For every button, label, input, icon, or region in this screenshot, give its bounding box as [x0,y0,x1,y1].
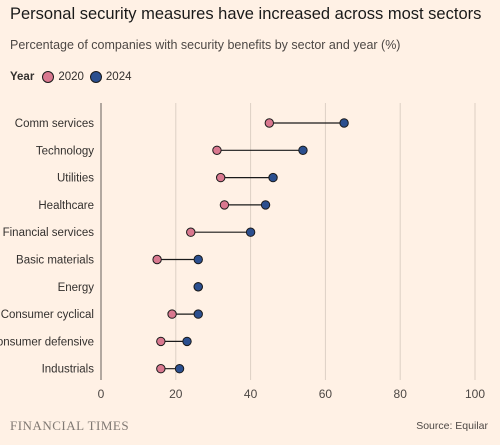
legend-title: Year [10,71,35,83]
point-2024-technology [298,145,308,156]
point-2020-industrials [156,364,166,374]
point-2024-consumer-cyclical [193,309,203,319]
legend-label-2024: 2024 [105,71,132,83]
category-label-industrials: Industrials [42,364,95,376]
point-2020-financial-services [186,227,196,237]
chart-subtitle: Percentage of companies with security be… [10,38,401,52]
category-label-utilities: Utilities [57,173,94,185]
category-label-financial-services: Financial services [3,227,95,239]
category-label-healthcare: Healthcare [38,200,94,212]
x-tick-label-0: 0 [98,387,105,401]
point-2020-consumer-defensive [156,336,166,347]
point-2024-industrials [174,364,185,374]
legend-item-2020: 2020 [42,71,84,83]
legend-swatch-2024 [89,71,102,83]
legend: Year 2020 2024 [10,71,138,83]
point-2020-technology [212,145,222,156]
point-2024-consumer-defensive [182,336,192,347]
ft-brand: FINANCIAL TIMES [10,418,130,433]
point-2024-financial-services [245,227,256,237]
chart-title: Personal security measures have increase… [10,5,482,23]
category-label-technology: Technology [36,145,94,157]
point-2020-consumer-cyclical [167,309,177,319]
point-2020-comm-services [264,118,274,128]
point-2020-basic-materials [152,254,162,265]
category-label-consumer-defensive: Consumer defensive [0,336,94,348]
x-tick-label-80: 80 [394,387,408,401]
point-2024-utilities [268,172,278,183]
x-tick-label-60: 60 [319,387,333,401]
category-label-consumer-cyclical: Consumer cyclical [1,309,94,321]
point-2024-energy [193,282,203,292]
x-tick-label-40: 40 [244,387,258,401]
point-2020-utilities [215,172,226,183]
legend-label-2020: 2020 [58,71,84,83]
point-2024-healthcare [260,200,271,210]
category-label-comm-services: Comm services [15,118,94,130]
category-label-basic-materials: Basic materials [16,255,94,267]
point-2024-comm-services [339,118,349,128]
category-label-energy: Energy [58,282,95,294]
x-tick-label-100: 100 [465,387,485,401]
point-2020-healthcare [219,200,230,210]
point-2024-basic-materials [193,254,203,265]
legend-item-2024: 2024 [89,71,132,83]
legend-swatch-2020 [42,71,55,83]
x-tick-label-20: 20 [169,387,183,401]
source-note: Source: Equilar [416,420,488,432]
